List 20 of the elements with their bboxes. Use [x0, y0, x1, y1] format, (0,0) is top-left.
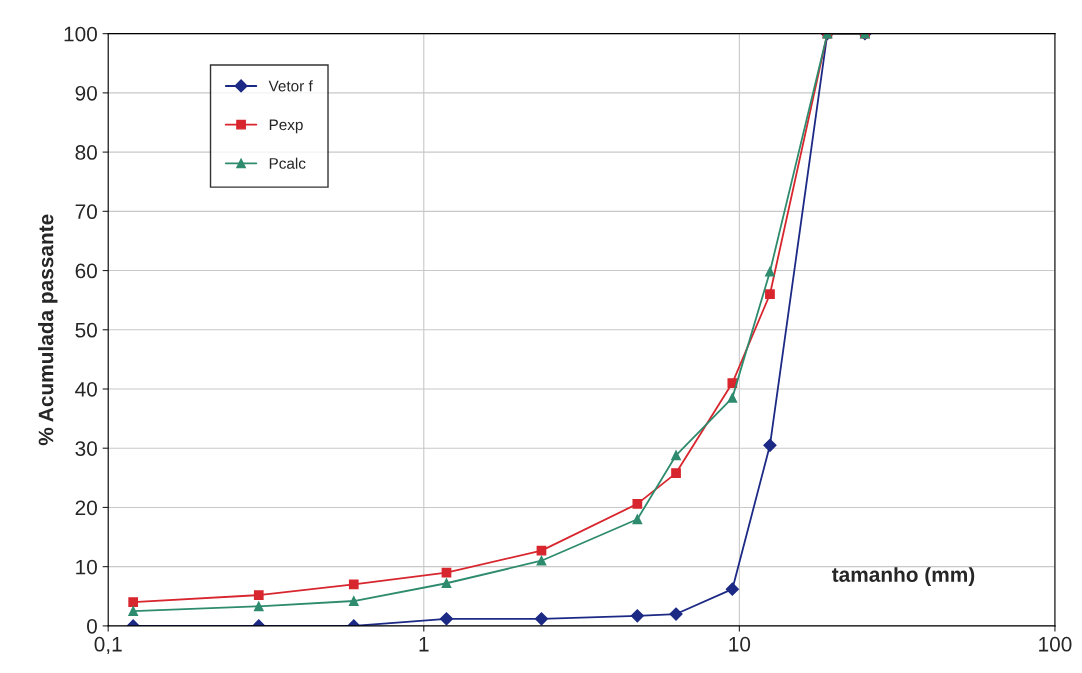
x-tick-label: 10 [729, 636, 751, 652]
x-tick-label: 100 [1039, 636, 1072, 652]
y-tick-label: 60 [75, 263, 97, 279]
y-tick-label: 80 [75, 145, 97, 160]
y-tick-label: 70 [75, 204, 97, 220]
legend-label: Pexp [269, 119, 303, 134]
x-tick-label: 1 [419, 637, 429, 652]
x-axis-title: tamanho (mm) [831, 566, 975, 587]
y-tick-label: 30 [75, 441, 97, 456]
y-tick-label: 100 [64, 26, 97, 42]
legend-label: Pcalc [269, 157, 306, 169]
legend-label: Vetor f [268, 80, 313, 92]
y-tick-label: 40 [75, 382, 97, 397]
y-tick-label: 0 [87, 618, 97, 634]
y-tick-label: 50 [75, 322, 97, 338]
y-tick-label: 90 [75, 85, 97, 101]
x-tick-label: 0,1 [94, 636, 122, 655]
y-axis-title: % Acumulada passante [38, 214, 58, 446]
y-tick-label: 20 [75, 500, 97, 516]
y-tick-label: 10 [76, 559, 97, 575]
